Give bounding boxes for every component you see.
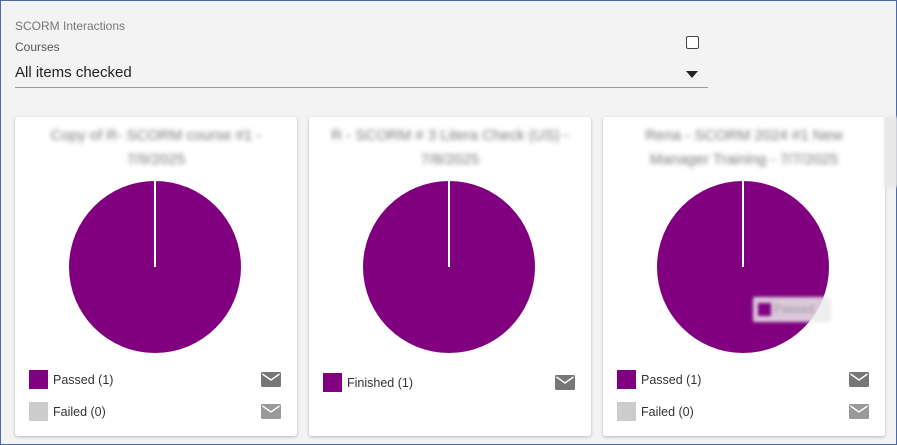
legend-swatch	[29, 370, 48, 389]
card-title: Rena - SCORM 2024 #1 New Manager Trainin…	[645, 127, 843, 168]
legend-item[interactable]: Failed (0)	[617, 400, 869, 422]
course-chart-card: Copy of R- SCORM course #1 - 7/9/2025 Pa…	[15, 117, 297, 436]
legend-label: Finished (1)	[347, 376, 413, 390]
courses-select-value: All items checked	[15, 64, 132, 81]
course-chart-card: Rena - SCORM 2024 #1 New Manager Trainin…	[603, 117, 885, 436]
pie-chart	[657, 181, 829, 353]
legend-swatch	[617, 402, 636, 421]
mail-icon[interactable]	[849, 372, 869, 387]
legend-item[interactable]: Failed (0)	[29, 400, 281, 422]
scroll-edge	[884, 117, 897, 187]
legend-label: Passed (1)	[53, 373, 114, 387]
select-all-checkbox[interactable]	[686, 36, 699, 49]
section-title: SCORM Interactions	[15, 19, 126, 33]
mail-icon[interactable]	[849, 404, 869, 419]
legend-item[interactable]: Finished (1)	[323, 371, 575, 393]
course-chart-card: R - SCORM # 3 Litera Check (US) - 7/8/20…	[309, 117, 591, 436]
legend-label: Failed (0)	[641, 405, 694, 419]
tooltip-swatch	[758, 303, 771, 316]
mail-icon[interactable]	[261, 404, 281, 419]
legend-label: Passed (1)	[641, 373, 702, 387]
tooltip-label: Passed	[774, 302, 815, 316]
mail-icon[interactable]	[555, 375, 575, 390]
legend-item[interactable]: Passed (1)	[617, 368, 869, 390]
courses-label: Courses	[15, 40, 60, 54]
legend-label: Failed (0)	[53, 405, 106, 419]
card-title: Copy of R- SCORM course #1 - 7/9/2025	[50, 127, 262, 168]
caret-down-icon[interactable]	[686, 71, 698, 78]
card-title: R - SCORM # 3 Litera Check (US) - 7/8/20…	[331, 127, 569, 168]
legend-swatch	[29, 402, 48, 421]
legend-swatch	[617, 370, 636, 389]
courses-select[interactable]: All items checked	[15, 61, 708, 88]
mail-icon[interactable]	[261, 372, 281, 387]
legend-swatch	[323, 373, 342, 392]
pie-chart	[363, 181, 535, 353]
chart-tooltip: Passed	[753, 297, 831, 322]
legend-item[interactable]: Passed (1)	[29, 368, 281, 390]
pie-chart	[69, 181, 241, 353]
